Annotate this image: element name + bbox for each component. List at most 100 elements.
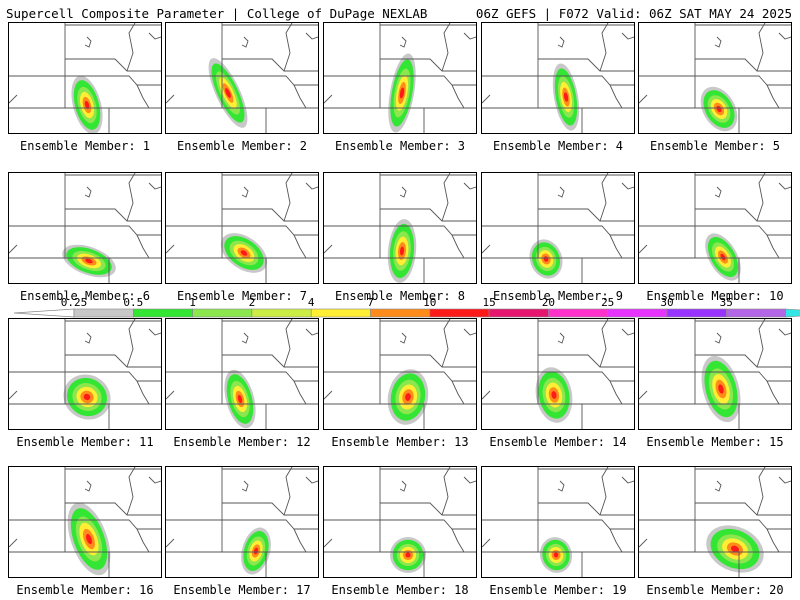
ensemble-member-label: Ensemble Member: 9	[492, 289, 624, 303]
map-canvas	[324, 467, 476, 577]
ensemble-member-label: Ensemble Member: 6	[19, 289, 151, 303]
colorbar-tick-label: 20	[541, 296, 556, 309]
scp-contour	[553, 552, 559, 558]
scp-contour	[730, 545, 740, 553]
scp-contour	[84, 100, 90, 110]
ensemble-member-label: Ensemble Member: 17	[173, 583, 311, 597]
colorbar-segment	[133, 308, 193, 318]
scp-contour	[720, 253, 726, 261]
ensemble-member-map[interactable]	[8, 318, 162, 430]
ensemble-member-map[interactable]	[638, 172, 792, 284]
ensemble-member-label: Ensemble Member: 1	[19, 139, 151, 153]
ensemble-member-map[interactable]	[165, 318, 319, 430]
ensemble-member-map[interactable]	[481, 172, 635, 284]
map-canvas	[324, 173, 476, 283]
ensemble-member-label: Ensemble Member: 19	[489, 583, 627, 597]
ensemble-member-map[interactable]	[481, 22, 635, 134]
ensemble-member-label: Ensemble Member: 11	[16, 435, 154, 449]
colorbar-segment	[666, 308, 727, 318]
map-canvas	[482, 319, 634, 429]
product-title: Supercell Composite Parameter | College …	[6, 6, 428, 21]
scp-contour	[253, 547, 259, 555]
map-canvas	[482, 467, 634, 577]
colorbar-segment	[310, 308, 371, 318]
scp-contour	[83, 393, 91, 401]
ensemble-member-map[interactable]	[165, 22, 319, 134]
map-canvas	[639, 23, 791, 133]
colorbar-segment	[488, 308, 549, 318]
scp-contour	[240, 250, 248, 256]
map-canvas	[639, 319, 791, 429]
scp-contour	[86, 533, 92, 545]
map-canvas	[482, 173, 634, 283]
colorbar-segment	[548, 308, 609, 318]
scp-contour	[405, 552, 411, 558]
color-scale-bar	[13, 308, 800, 318]
ensemble-member-map[interactable]	[323, 466, 477, 578]
ensemble-member-label: Ensemble Member: 15	[646, 435, 784, 449]
colorbar-tick-label: 15	[482, 296, 496, 309]
map-canvas	[9, 319, 161, 429]
colorbar-high-arrow	[785, 308, 800, 318]
colorbar-tick-label: 10	[423, 296, 437, 309]
ensemble-member-map[interactable]	[638, 466, 792, 578]
scp-contour	[563, 92, 569, 102]
ensemble-member-label: Ensemble Member: 20	[646, 583, 784, 597]
map-canvas	[639, 467, 791, 577]
colorbar-tick-label: 0.5	[123, 296, 144, 309]
ensemble-member-map[interactable]	[165, 172, 319, 284]
ensemble-member-map[interactable]	[323, 22, 477, 134]
colorbar-tick-label: 1	[189, 296, 196, 309]
map-canvas	[166, 23, 318, 133]
colorbar-segment	[370, 308, 431, 318]
scp-contour	[405, 393, 411, 401]
ensemble-member-map[interactable]	[481, 318, 635, 430]
colorbar-tick-label: 2	[248, 296, 256, 309]
scp-contour	[225, 88, 231, 98]
colorbar-tick-label: 30	[660, 296, 674, 309]
ensemble-member-map[interactable]	[165, 466, 319, 578]
ensemble-member-label: Ensemble Member: 7	[176, 289, 308, 303]
colorbar-low-arrow	[13, 308, 75, 318]
ensemble-member-label: Ensemble Member: 14	[489, 435, 627, 449]
colorbar-tick-label: 7	[367, 296, 374, 309]
colorbar-segment	[429, 308, 490, 318]
map-canvas	[482, 23, 634, 133]
map-canvas	[9, 23, 161, 133]
ensemble-member-map[interactable]	[481, 466, 635, 578]
colorbar-segment	[607, 308, 668, 318]
colorbar-tick-label: 35	[719, 296, 733, 309]
colorbar-segment	[73, 308, 134, 318]
ensemble-member-map[interactable]	[638, 318, 792, 430]
scp-contour	[85, 258, 93, 264]
ensemble-member-map[interactable]	[8, 466, 162, 578]
map-canvas	[166, 467, 318, 577]
scp-contour	[399, 246, 405, 256]
map-canvas	[9, 173, 161, 283]
map-canvas	[166, 173, 318, 283]
scp-contour	[718, 384, 724, 394]
colorbar-segment	[725, 308, 786, 318]
ensemble-member-map[interactable]	[8, 172, 162, 284]
scp-contour	[716, 105, 722, 113]
colorbar-tick-label: 25	[601, 296, 615, 309]
ensemble-member-label: Ensemble Member: 10	[646, 289, 784, 303]
scp-contour	[237, 394, 243, 404]
ensemble-member-map[interactable]	[8, 22, 162, 134]
ensemble-member-label: Ensemble Member: 8	[334, 289, 466, 303]
ensemble-member-label: Ensemble Member: 5	[649, 139, 781, 153]
map-canvas	[166, 319, 318, 429]
ensemble-member-label: Ensemble Member: 18	[331, 583, 469, 597]
scp-contour	[551, 391, 557, 399]
colorbar-segment	[251, 308, 312, 318]
ensemble-member-label: Ensemble Member: 3	[334, 139, 466, 153]
map-canvas	[9, 467, 161, 577]
ensemble-member-label: Ensemble Member: 13	[331, 435, 469, 449]
run-valid-time: 06Z GEFS | F072 Valid: 06Z SAT MAY 24 20…	[475, 6, 792, 21]
scp-contour	[399, 87, 405, 99]
ensemble-member-map[interactable]	[323, 318, 477, 430]
colorbar-tick-label: 0.25	[60, 296, 88, 309]
ensemble-member-map[interactable]	[638, 22, 792, 134]
ensemble-member-label: Ensemble Member: 2	[176, 139, 308, 153]
ensemble-member-map[interactable]	[323, 172, 477, 284]
